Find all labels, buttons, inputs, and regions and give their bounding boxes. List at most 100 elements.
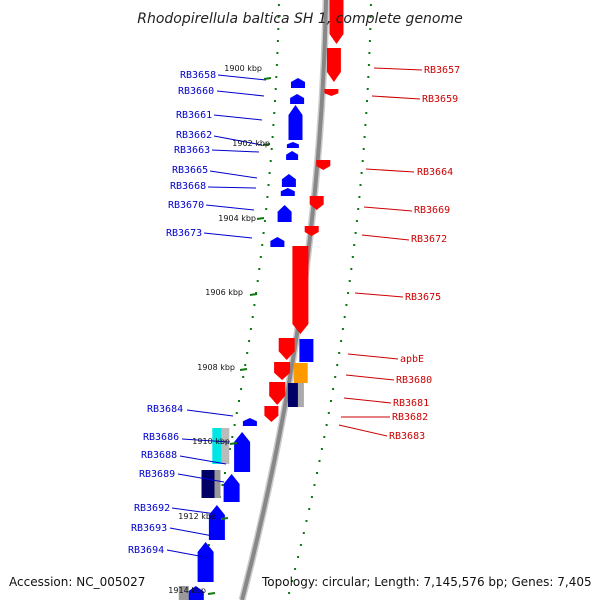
gene-label[interactable]: RB3680 (396, 375, 432, 386)
tick-dot (323, 436, 326, 438)
tick-dot (318, 460, 321, 462)
tick-dot (365, 112, 368, 114)
leader-line (343, 397, 392, 404)
tick-dot (277, 4, 280, 6)
tick-dot (347, 292, 350, 294)
gene-arrow (309, 196, 324, 210)
gene-label[interactable]: RB3662 (176, 130, 212, 141)
label-leaders (166, 67, 423, 559)
gene-label[interactable]: RB3686 (143, 432, 179, 443)
gene-label[interactable]: RB3670 (168, 200, 204, 211)
gene-block (201, 470, 216, 498)
gene-label[interactable]: apbE (400, 354, 424, 365)
gene-arrow (234, 432, 251, 472)
leader-line (211, 149, 260, 153)
gene-label[interactable]: RB3659 (422, 94, 458, 105)
backbone-shadow (238, 0, 330, 600)
map-title: Rhodopirellula baltica SH 1, complete ge… (137, 11, 463, 27)
tick-dot (358, 196, 361, 198)
leader-line (177, 473, 225, 483)
tick-dot (316, 472, 318, 474)
gene-arrow (223, 474, 240, 502)
kbp-tick (249, 293, 258, 296)
tick-dot (367, 76, 370, 78)
leader-line (209, 170, 258, 179)
leader-line (365, 168, 415, 173)
gene-label[interactable]: RB3672 (411, 234, 447, 245)
tick-dot (336, 364, 339, 366)
tick-dot (308, 508, 311, 510)
kbp-label: 1914 kbp (168, 586, 206, 595)
gene-label[interactable]: RB3682 (392, 412, 428, 423)
leader-line (345, 374, 395, 381)
gene-block (212, 428, 223, 464)
left-gene-labels: RB3658 RB3660 RB3661 RB3662 RB3663 RB366… (128, 70, 216, 556)
tick-dot (363, 136, 366, 138)
gene-label[interactable]: RB3694 (128, 545, 164, 556)
tick-dot (350, 268, 353, 270)
tick-dot (330, 400, 332, 402)
tick-dot (275, 64, 278, 66)
gene-label[interactable]: RB3668 (170, 181, 206, 192)
leader-line (363, 206, 413, 212)
leader-line (213, 135, 263, 146)
gene-label[interactable]: RB3692 (134, 503, 170, 514)
tick-dot (231, 436, 234, 438)
tick-dot (267, 184, 270, 186)
tick-dot (294, 568, 297, 570)
tick-dot (325, 424, 328, 426)
gene-label[interactable]: RB3664 (417, 167, 453, 178)
gene-block (299, 339, 314, 362)
tick-dot (224, 472, 226, 474)
tick-dot (341, 328, 344, 330)
gene-label[interactable]: RB3660 (178, 86, 214, 97)
leader-line (213, 114, 263, 121)
gene-label[interactable]: RB3669 (414, 205, 450, 216)
gene-label[interactable]: RB3673 (166, 228, 202, 239)
gene-arrow (292, 246, 309, 334)
gene-label[interactable]: RB3681 (393, 398, 429, 409)
gene-arrow (208, 505, 225, 540)
tick-dot (258, 268, 261, 270)
kbp-label: 1902 kbp (232, 139, 270, 148)
gene-label[interactable]: RB3689 (139, 469, 175, 480)
leader-line (166, 549, 211, 559)
gene-block (214, 470, 221, 498)
gene-label[interactable]: RB3683 (389, 431, 425, 442)
gene-arrow (326, 48, 341, 82)
gene-label[interactable]: RB3657 (424, 65, 460, 76)
leader-line (361, 234, 410, 241)
gene-features (178, 0, 344, 600)
gene-label[interactable]: RB3661 (176, 110, 212, 121)
gene-label[interactable]: RB3665 (172, 165, 208, 176)
tick-dot (366, 88, 369, 90)
tick-dot (271, 136, 274, 138)
tick-dot (327, 412, 330, 414)
kbp-label: 1906 kbp (205, 288, 243, 297)
tick-dot (359, 184, 362, 186)
tick-dot (240, 388, 243, 390)
tick-dot (235, 412, 238, 414)
leader-line (186, 409, 234, 417)
tick-dot (270, 148, 273, 150)
tick-dot (302, 532, 305, 534)
gene-label[interactable]: RB3675 (405, 292, 441, 303)
gene-label[interactable]: RB3688 (141, 450, 177, 461)
gene-label[interactable]: RB3693 (131, 523, 167, 534)
tick-dot (368, 40, 371, 42)
gene-label[interactable]: RB3663 (174, 145, 210, 156)
leader-line (354, 292, 404, 298)
gene-label[interactable]: RB3658 (180, 70, 216, 81)
tick-dot (361, 160, 364, 162)
leader-line (338, 424, 388, 437)
gene-block (221, 428, 230, 464)
gene-label[interactable]: RB3684 (147, 404, 183, 415)
tick-dot (244, 364, 247, 366)
backbone-line (240, 0, 328, 600)
tick-dot (263, 220, 266, 222)
tick-dot (367, 64, 370, 66)
tick-dot (357, 208, 360, 210)
tick-dot (362, 148, 365, 150)
tick-dot (366, 100, 368, 102)
leader-line (207, 186, 257, 189)
